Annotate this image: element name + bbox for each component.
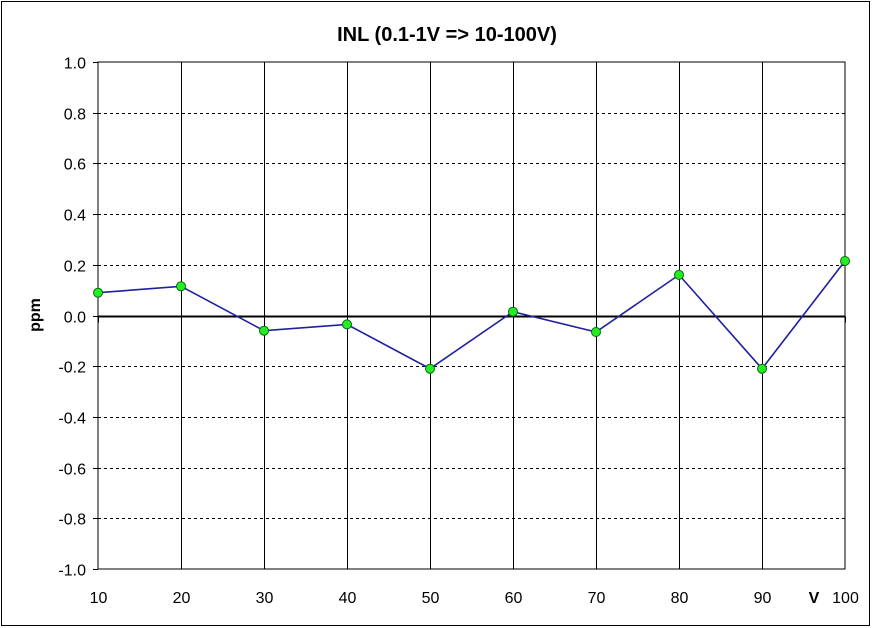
x-tick-label: 10 [90, 590, 108, 607]
y-tick-label: -0.6 [58, 462, 86, 479]
x-tick-label: 80 [671, 590, 689, 607]
data-point [840, 256, 850, 266]
data-point [674, 269, 684, 280]
series-line [97, 260, 846, 370]
x-tick-label: 60 [505, 590, 523, 607]
x-tick-label: 100 [832, 590, 859, 607]
x-tick-label: 40 [339, 590, 357, 607]
y-tick-label: 1.0 [64, 56, 86, 73]
y-tick-label: -1.0 [58, 563, 86, 580]
plot-area: 1.00.80.60.40.20.0-0.2-0.4-0.6-0.8-1.010… [58, 56, 859, 608]
data-point [508, 306, 518, 317]
y-tick-label: 0.4 [64, 208, 86, 225]
y-tick-label: -0.2 [58, 360, 86, 377]
y-tick-label: 0.2 [64, 259, 86, 276]
chart-title: INL (0.1-1V => 10-100V) [337, 24, 557, 46]
data-point [176, 281, 186, 292]
y-tick-label: 0.6 [64, 157, 86, 174]
data-point [342, 319, 352, 330]
y-tick-label: -0.8 [58, 512, 86, 529]
data-point [425, 363, 435, 374]
y-tick-label: -0.4 [58, 411, 86, 428]
y-axis-title: ppm [27, 298, 44, 332]
x-tick-label: 90 [754, 590, 772, 607]
data-point [259, 325, 269, 336]
x-tick-label: 70 [588, 590, 606, 607]
y-tick-label: 0.0 [64, 310, 86, 327]
data-point [757, 363, 767, 374]
x-tick-label: 50 [422, 590, 440, 607]
data-point [591, 327, 601, 337]
x-tick-label: 30 [256, 590, 274, 607]
data-point [93, 287, 103, 298]
x-axis-title: V [809, 590, 820, 607]
x-tick-label: 20 [173, 590, 191, 607]
y-tick-label: 0.8 [64, 107, 86, 124]
